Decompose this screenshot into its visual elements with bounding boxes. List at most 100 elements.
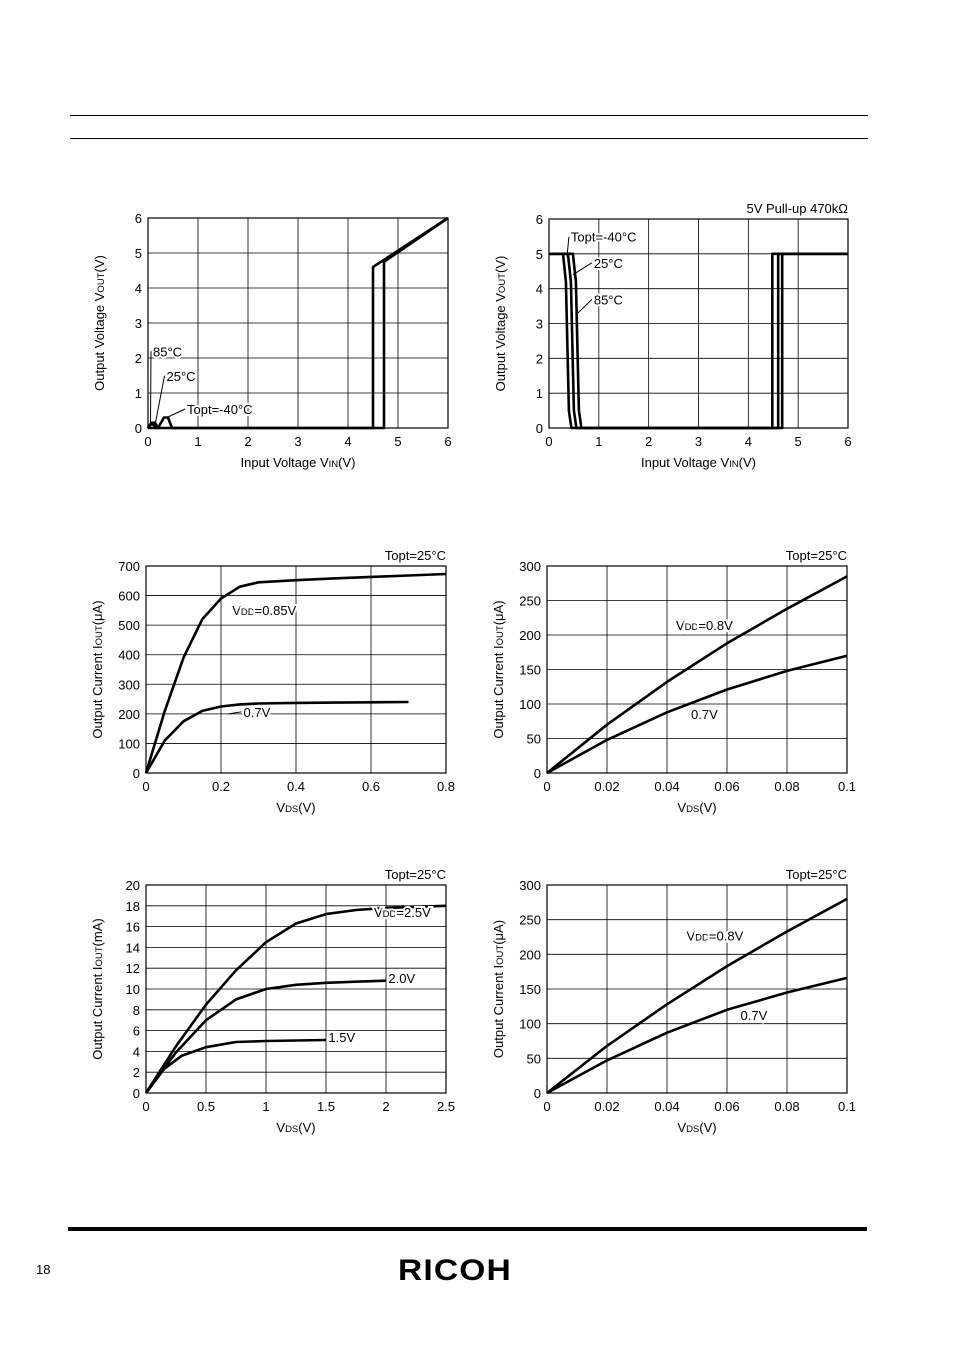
x-tick-label: 0.2 <box>212 779 230 794</box>
series-line <box>546 654 848 775</box>
y-tick-label: 300 <box>519 878 541 893</box>
annotation-leader <box>150 351 152 425</box>
series-line <box>144 572 447 774</box>
x-tick-label: 0.8 <box>437 779 455 794</box>
y-tick-label: 0 <box>534 1086 541 1101</box>
y-tick-label: 4 <box>536 282 543 297</box>
x-tick-label: 1 <box>595 434 602 449</box>
series-annotation: 25°C <box>167 369 196 384</box>
x-tick-label: 5 <box>394 434 401 449</box>
y-tick-label: 0 <box>135 421 142 436</box>
x-tick-label: 2 <box>645 434 652 449</box>
x-tick-label: 0.06 <box>714 779 739 794</box>
y-tick-label: 250 <box>519 913 541 928</box>
series-annotation: 85°C <box>594 292 623 307</box>
series-annotation: Topt=-40°C <box>571 230 637 245</box>
y-tick-label: 250 <box>519 594 541 609</box>
x-axis-label: Input Voltage VIN(V) <box>240 455 355 470</box>
x-tick-label: 2 <box>382 1099 389 1114</box>
y-tick-label: 200 <box>519 628 541 643</box>
x-tick-label: 0.08 <box>774 779 799 794</box>
series-line <box>144 904 447 1094</box>
x-tick-label: 0 <box>144 434 151 449</box>
y-axis-label: Output Voltage VOUT(V) <box>493 256 508 392</box>
x-tick-label: 0 <box>142 1099 149 1114</box>
y-tick-label: 0 <box>133 766 140 781</box>
y-tick-label: 6 <box>536 212 543 227</box>
y-axis-label: Output Voltage VOUT(V) <box>92 255 107 391</box>
header-rule-top <box>70 115 868 116</box>
y-tick-label: 0 <box>133 1086 140 1101</box>
y-tick-label: 500 <box>118 618 140 633</box>
series-annotation: 0.7V <box>244 705 271 720</box>
y-tick-label: 50 <box>527 732 541 747</box>
y-tick-label: 600 <box>118 589 140 604</box>
series-line <box>549 252 848 430</box>
y-tick-label: 5 <box>135 246 142 261</box>
x-tick-label: 4 <box>344 434 351 449</box>
x-tick-label: 6 <box>844 434 851 449</box>
series-line <box>546 976 848 1095</box>
y-tick-label: 300 <box>118 677 140 692</box>
x-tick-label: 0.5 <box>197 1099 215 1114</box>
series-line <box>146 216 449 430</box>
series-line <box>144 700 409 774</box>
y-tick-label: 2 <box>133 1065 140 1080</box>
y-tick-label: 0 <box>534 766 541 781</box>
y-axis-label: Output Current IOUT(μA) <box>90 600 105 738</box>
y-tick-label: 3 <box>135 316 142 331</box>
y-axis-label: Output Current IOUT(mA) <box>90 918 105 1059</box>
x-axis-label: VDS(V) <box>677 800 716 815</box>
series-annotation: VDD=0.8V <box>687 928 744 943</box>
y-tick-label: 6 <box>133 1024 140 1039</box>
y-tick-label: 16 <box>126 920 140 935</box>
y-tick-label: 5 <box>536 247 543 262</box>
y-tick-label: 4 <box>133 1044 140 1059</box>
series-line <box>546 897 848 1095</box>
y-tick-label: 700 <box>118 559 140 574</box>
y-tick-label: 50 <box>527 1051 541 1066</box>
series-line <box>549 252 848 430</box>
y-tick-label: 200 <box>118 707 140 722</box>
x-tick-label: 3 <box>294 434 301 449</box>
x-tick-label: 5 <box>795 434 802 449</box>
condition-label: Topt=25°C <box>385 548 446 563</box>
y-tick-label: 300 <box>519 559 541 574</box>
y-tick-label: 2 <box>536 351 543 366</box>
x-tick-label: 0.6 <box>362 779 380 794</box>
series-annotation: Topt=-40°C <box>187 402 253 417</box>
x-tick-label: 0.02 <box>594 1099 619 1114</box>
y-axis-label: Output Current IOUT(μA) <box>491 600 506 738</box>
x-tick-label: 4 <box>745 434 752 449</box>
y-tick-label: 100 <box>118 736 140 751</box>
x-axis-label: VDS(V) <box>276 800 315 815</box>
ricoh-logo: RICOH <box>398 1254 512 1287</box>
series-annotation: 85°C <box>153 344 182 359</box>
series-annotation: 1.5V <box>328 1030 355 1045</box>
y-tick-label: 150 <box>519 663 541 678</box>
annotation-leader <box>577 298 593 314</box>
series-line <box>549 252 848 430</box>
y-tick-label: 100 <box>519 1017 541 1032</box>
series-annotation: 25°C <box>594 256 623 271</box>
y-tick-label: 0 <box>536 421 543 436</box>
x-tick-label: 3 <box>695 434 702 449</box>
y-tick-label: 2 <box>135 351 142 366</box>
series-line <box>144 1038 327 1094</box>
y-tick-label: 6 <box>135 211 142 226</box>
header-rule-bottom <box>70 138 868 139</box>
series-annotation: VDD=0.8V <box>676 618 733 633</box>
series-line <box>546 575 848 775</box>
x-tick-label: 0.06 <box>714 1099 739 1114</box>
plot-frame <box>546 884 848 1094</box>
y-tick-label: 100 <box>519 697 541 712</box>
series-annotation: 2.0V <box>388 971 415 986</box>
x-tick-label: 6 <box>444 434 451 449</box>
y-tick-label: 10 <box>126 982 140 997</box>
x-tick-label: 1.5 <box>317 1099 335 1114</box>
y-tick-label: 400 <box>118 648 140 663</box>
x-tick-label: 0.02 <box>594 779 619 794</box>
